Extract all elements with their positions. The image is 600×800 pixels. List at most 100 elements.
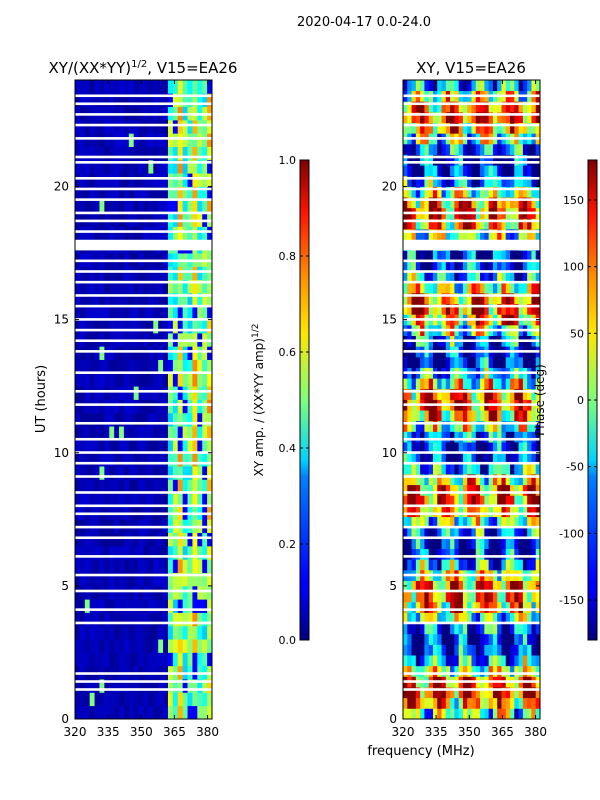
phase-cell (441, 474, 447, 486)
phase-cell (420, 708, 425, 719)
phase-cell (471, 431, 477, 443)
phase-cell (437, 580, 442, 592)
phase-cell (527, 261, 532, 273)
amp-cell (182, 572, 188, 587)
phase-cell (510, 388, 515, 400)
amp-cell (84, 452, 91, 467)
amp-cell (119, 93, 125, 108)
flagged-row (403, 390, 540, 393)
amp-cell (104, 186, 110, 201)
phase-cell (411, 442, 417, 454)
phase-cell (420, 633, 425, 645)
phase-cell (505, 111, 511, 123)
phase-cell (403, 271, 408, 283)
phase-cell (522, 463, 528, 475)
phase-cell (450, 261, 455, 273)
phase-cell (527, 356, 532, 368)
amp-cell (99, 306, 105, 321)
phase-cell (454, 697, 460, 709)
amp-cell (99, 119, 105, 134)
phase-cell (411, 80, 417, 92)
amp-cell (123, 412, 130, 427)
phase-cell (458, 580, 464, 592)
phase-cell (454, 601, 460, 613)
amp-cell (119, 399, 125, 414)
amp-cell (158, 625, 164, 640)
phase-cell (467, 537, 472, 549)
amp-cell (119, 426, 125, 440)
amp-cell (123, 572, 130, 587)
amp-cell (138, 652, 144, 667)
flagged-row (75, 403, 212, 406)
amp-cell (148, 452, 154, 467)
phase-cell (488, 218, 494, 230)
amp-cell (99, 146, 105, 161)
amp-cell (207, 559, 212, 573)
phase-cell (505, 122, 511, 134)
phase-cell (471, 623, 477, 635)
phase-cell (454, 431, 460, 443)
phase-cell (411, 548, 417, 560)
phase-cell (527, 708, 532, 719)
phase-cell (492, 708, 498, 719)
flagged-row (75, 339, 212, 343)
amp-cell (128, 399, 135, 414)
amp-cell (158, 412, 164, 427)
phase-cell (510, 197, 515, 209)
phase-cell (535, 644, 540, 656)
phase-cell (437, 601, 442, 613)
phase-cell (531, 559, 537, 571)
amp-cell (89, 692, 95, 707)
phase-cell (454, 442, 460, 454)
phase-cell (415, 463, 421, 475)
amp-cell (128, 412, 135, 427)
phase-cell (497, 484, 502, 496)
phase-cell (454, 506, 460, 518)
amp-cell (172, 186, 179, 201)
amp-cell (104, 266, 110, 281)
phase-cell (484, 442, 490, 454)
phase-cell (428, 580, 434, 592)
phase-cell (531, 282, 537, 294)
phase-cell (505, 282, 511, 294)
amp-cell (202, 426, 208, 440)
phase-cell (471, 655, 477, 667)
amp-cell (104, 679, 110, 693)
phase-cell (432, 420, 438, 432)
amp-cell (143, 386, 149, 400)
phase-cell (488, 250, 494, 262)
amp-cell (192, 346, 198, 360)
amp-cell (158, 119, 164, 134)
phase-cell (475, 143, 481, 155)
phase-cell (420, 197, 425, 209)
phase-cell (492, 410, 498, 422)
phase-cell (488, 580, 494, 592)
phase-cell (432, 548, 438, 560)
phase-cell (454, 516, 460, 528)
phase-cell (471, 506, 477, 518)
phase-cell (492, 282, 498, 294)
phase-cell (484, 537, 490, 549)
phase-cell (501, 122, 507, 134)
phase-cell (497, 186, 502, 198)
phase-cell (514, 154, 519, 166)
phase-cell (518, 484, 524, 496)
amp-cell (109, 572, 115, 587)
phase-cell (471, 484, 477, 496)
colorbar-tick-label: 50 (570, 327, 584, 340)
phase-cell (475, 197, 481, 209)
amp-cell (153, 306, 159, 321)
amp-cell (158, 479, 164, 494)
flagged-row (75, 113, 212, 116)
amp-cell (119, 692, 125, 707)
amp-cell (148, 652, 154, 667)
amp-cell (138, 159, 144, 174)
phase-cell (488, 111, 494, 123)
phase-cell (501, 175, 507, 187)
amp-cell (94, 359, 100, 374)
amp-cell (75, 559, 81, 573)
amp-cell (119, 452, 125, 467)
flagged-row (75, 525, 212, 529)
amp-cell (187, 679, 193, 693)
